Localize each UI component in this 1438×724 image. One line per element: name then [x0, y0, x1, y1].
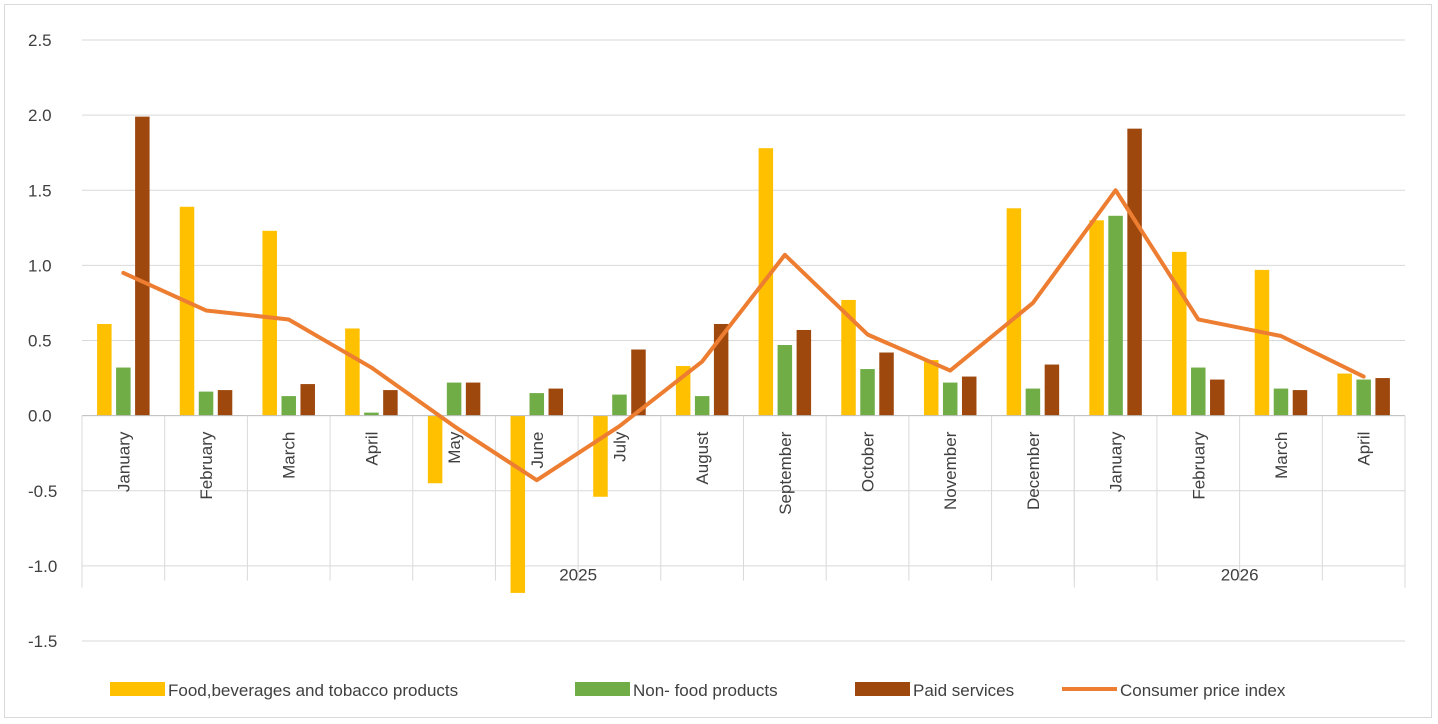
bar	[777, 345, 793, 416]
bar	[942, 382, 958, 416]
bar	[97, 323, 112, 416]
legend-label: Consumer price index	[1120, 681, 1286, 700]
bar	[694, 396, 710, 416]
group-label: 2026	[1221, 566, 1259, 585]
bar	[1127, 128, 1142, 416]
bar	[465, 382, 481, 416]
bar	[631, 349, 646, 416]
bar	[612, 394, 627, 416]
bar	[1210, 379, 1225, 416]
bar	[529, 393, 545, 416]
y-tick-label: 2.5	[28, 31, 52, 50]
bar	[345, 328, 360, 416]
bar	[1375, 378, 1390, 416]
y-tick-label: 0.0	[28, 407, 52, 426]
bar	[1025, 388, 1041, 416]
category-label: August	[693, 431, 712, 484]
category-label: May	[445, 431, 464, 464]
y-tick-label: 0.5	[28, 332, 52, 351]
bar	[1006, 208, 1022, 416]
category-label: October	[859, 431, 878, 492]
cpi-line	[121, 188, 1366, 483]
legend-label: Non- food products	[633, 681, 778, 700]
category-label: January	[114, 431, 133, 492]
legend: Food,beverages and tobacco products Non- …	[110, 681, 1286, 700]
category-label: December	[1024, 431, 1043, 510]
x-axis: January February March April May June July Augu…	[81, 415, 1406, 588]
bar	[1044, 364, 1060, 416]
y-tick-label: -0.5	[28, 482, 57, 501]
legend-swatch	[575, 682, 630, 696]
category-label: February	[1189, 431, 1208, 500]
bar	[1356, 379, 1371, 416]
bar	[796, 329, 812, 416]
y-tick-label: -1.5	[28, 632, 57, 651]
bar	[364, 412, 379, 416]
bar	[510, 415, 526, 593]
bar	[300, 384, 315, 416]
y-tick-label: -1.0	[28, 557, 57, 576]
bar	[923, 360, 939, 416]
category-label: January	[1107, 431, 1126, 492]
bar	[548, 388, 564, 416]
bar	[262, 230, 277, 416]
category-label: November	[941, 431, 960, 510]
bar	[713, 323, 729, 416]
y-axis-ticks: 2.5 2.0 1.5 1.0 0.5 0.0 -0.5 -1.0 -1.5	[28, 31, 57, 651]
bar	[1292, 390, 1308, 416]
bar	[217, 390, 233, 416]
bar	[198, 391, 214, 416]
bar	[841, 299, 856, 416]
bar	[427, 415, 443, 484]
bar	[446, 382, 462, 416]
legend-label: Paid services	[913, 681, 1014, 700]
bar	[1337, 373, 1352, 416]
bar	[860, 369, 875, 416]
bar	[135, 116, 150, 416]
bar	[961, 376, 977, 416]
category-label: April	[362, 432, 381, 466]
bar	[1108, 215, 1123, 416]
group-label: 2025	[559, 566, 597, 585]
bar	[1089, 220, 1104, 416]
category-label: April	[1355, 432, 1374, 466]
bar	[879, 352, 894, 416]
bar	[116, 367, 131, 416]
bar	[179, 206, 195, 416]
y-tick-label: 1.5	[28, 181, 52, 200]
y-tick-label: 1.0	[28, 256, 52, 275]
bar	[383, 390, 398, 416]
bar	[281, 396, 296, 416]
category-label: June	[528, 432, 547, 469]
bar	[593, 415, 608, 497]
category-label: September	[776, 431, 795, 514]
bar	[1254, 269, 1270, 416]
category-label: July	[610, 431, 629, 462]
bar	[1172, 251, 1187, 416]
bar	[1191, 367, 1206, 416]
legend-swatch	[855, 682, 910, 696]
category-label: March	[1272, 432, 1291, 479]
legend-label: Food,beverages and tobacco products	[168, 681, 458, 700]
category-label: March	[280, 432, 299, 479]
legend-swatch	[110, 682, 165, 696]
y-tick-label: 2.0	[28, 106, 52, 125]
bar	[1273, 388, 1289, 416]
category-label: February	[197, 431, 216, 500]
bars	[97, 116, 1390, 593]
cpi-line-path	[121, 188, 1366, 483]
